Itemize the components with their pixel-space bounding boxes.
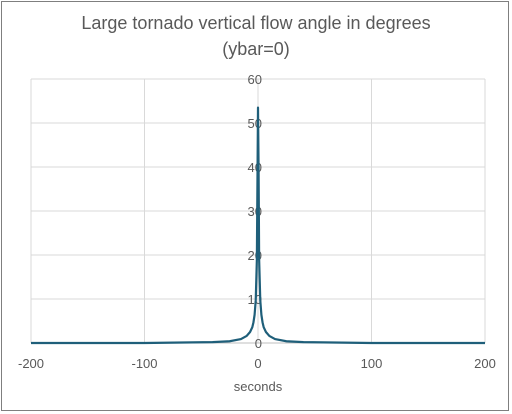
y-tick-label: 0	[255, 336, 262, 351]
series-layer	[31, 106, 485, 345]
series-line	[31, 106, 485, 345]
x-tick-label: -200	[18, 356, 44, 371]
y-tick-label: 60	[248, 72, 262, 87]
x-tick-label: 100	[361, 356, 383, 371]
y-tick-label: 40	[248, 160, 262, 175]
x-tick-label: -100	[131, 356, 157, 371]
x-tick-label: 0	[254, 356, 261, 371]
x-axis-title: seconds	[234, 379, 283, 394]
x-tick-label: 200	[474, 356, 496, 371]
y-tick-label: 50	[248, 116, 262, 131]
chart-title-line-2: (ybar=0)	[222, 39, 290, 59]
chart-title-line-1: Large tornado vertical flow angle in deg…	[81, 13, 430, 33]
